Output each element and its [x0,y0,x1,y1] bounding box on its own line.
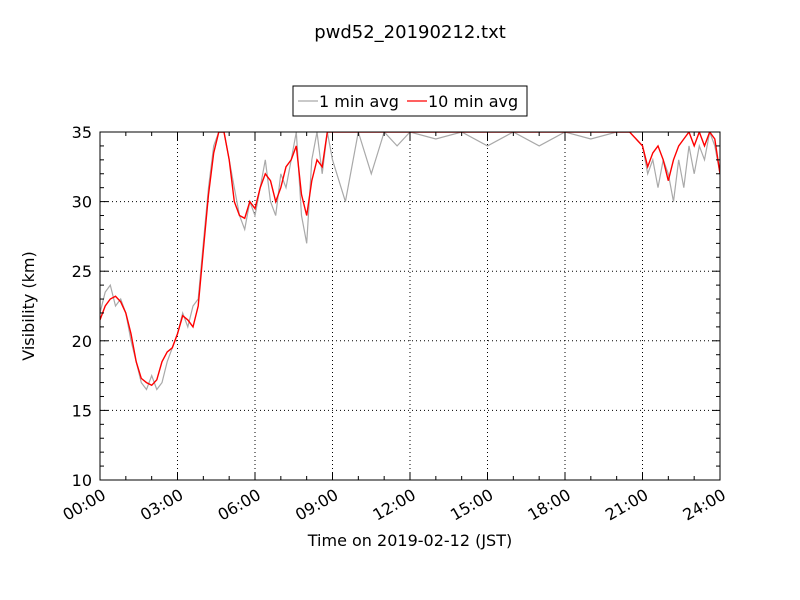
x-tick-label: 24:00 [679,485,728,525]
y-tick-label: 10 [72,471,92,490]
legend-label-1min: 1 min avg [319,92,399,111]
x-tick-label: 06:00 [214,485,263,525]
series-line-1min-avg [100,132,720,391]
x-tick-label: 18:00 [524,485,573,525]
plot-series [100,132,720,391]
x-axis-label: Time on 2019-02-12 (JST) [307,531,512,550]
x-tick-label: 12:00 [369,485,418,525]
grid-lines [100,132,720,480]
y-axis-label: Visibility (km) [19,251,38,360]
y-tick-label: 15 [72,401,92,420]
x-tick-label: 09:00 [292,485,341,525]
chart-title: pwd52_20190212.txt [314,22,506,43]
y-tick-label: 30 [72,193,92,212]
y-tick-label: 20 [72,332,92,351]
x-tick-label: 21:00 [602,485,651,525]
axis-ticks: 00:00 03:00 06:00 09:00 12:00 15:00 18:00 21:00… [59,123,728,525]
legend-label-10min: 10 min avg [428,92,518,111]
x-tick-label: 15:00 [447,485,496,525]
y-tick-label: 25 [72,262,92,281]
plot-frame [99,131,721,481]
x-tick-label: 03:00 [137,485,186,525]
legend: 1 min avg 10 min avg [292,85,528,117]
series-line-10min-avg [100,132,720,387]
x-tick-label: 00:00 [59,485,108,525]
y-tick-label: 35 [72,123,92,142]
